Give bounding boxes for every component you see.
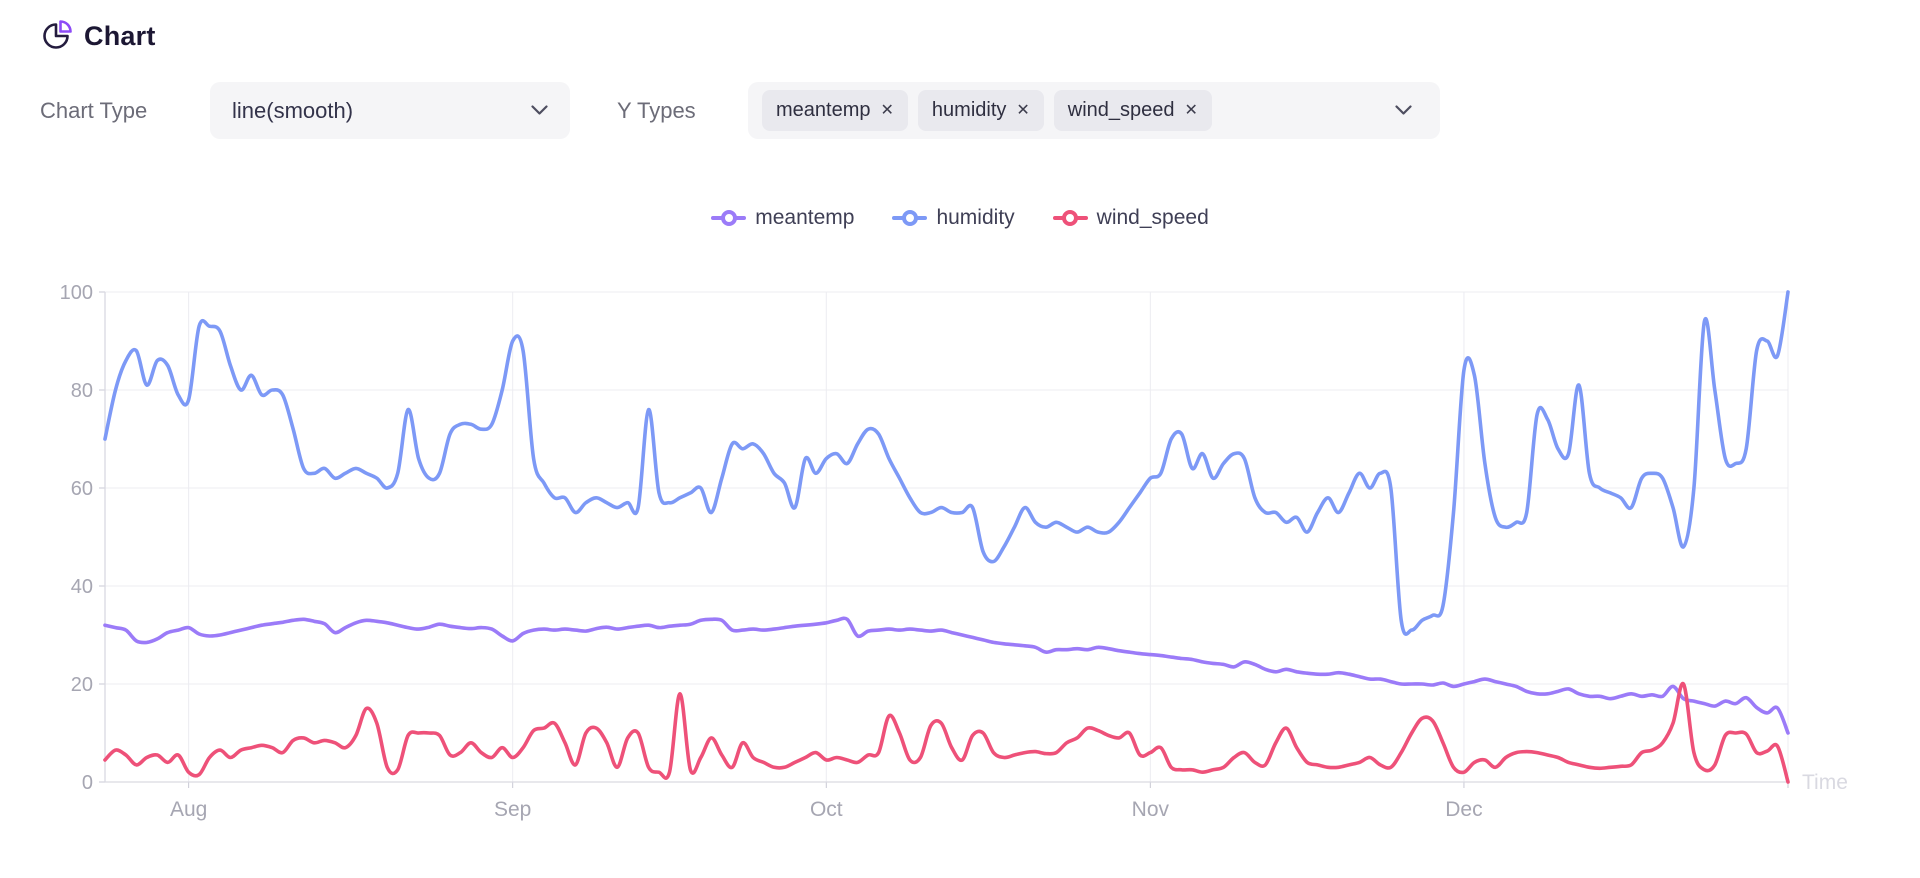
svg-text:Nov: Nov — [1132, 798, 1170, 821]
y-types-label: Y Types — [617, 98, 696, 123]
legend-label: humidity — [936, 206, 1015, 229]
chart-legend: meantemp humidity wind_speed — [0, 206, 1920, 230]
y-types-select[interactable]: meantemp ✕ humidity ✕ wind_speed ✕ — [748, 82, 1440, 139]
svg-text:Aug: Aug — [170, 798, 207, 821]
legend-item-wind_speed[interactable]: wind_speed — [1052, 206, 1209, 230]
y-type-tag-label: wind_speed — [1067, 99, 1175, 121]
chart-type-label: Chart Type — [40, 98, 148, 123]
svg-text:Dec: Dec — [1445, 798, 1482, 821]
svg-text:Sep: Sep — [494, 798, 531, 821]
legend-label: wind_speed — [1096, 206, 1209, 229]
svg-text:60: 60 — [71, 478, 93, 500]
svg-text:100: 100 — [60, 282, 93, 304]
y-type-tag-wind_speed[interactable]: wind_speed ✕ — [1053, 90, 1212, 131]
remove-tag-icon[interactable]: ✕ — [880, 101, 894, 119]
svg-text:0: 0 — [82, 772, 93, 794]
pie-chart-icon — [40, 20, 72, 52]
remove-tag-icon[interactable]: ✕ — [1016, 101, 1030, 119]
page-header: Chart — [40, 20, 156, 52]
svg-text:40: 40 — [71, 576, 93, 598]
legend-item-humidity[interactable]: humidity — [892, 206, 1015, 230]
series-line-meantemp — [103, 616, 1790, 735]
svg-text:Time: Time — [1802, 771, 1848, 794]
remove-tag-icon[interactable]: ✕ — [1184, 101, 1198, 119]
y-type-tag-label: humidity — [931, 99, 1007, 121]
legend-item-meantemp[interactable]: meantemp — [711, 206, 854, 230]
y-type-tags: meantemp ✕ humidity ✕ wind_speed ✕ — [762, 90, 1212, 131]
series-line-wind_speed — [103, 682, 1790, 784]
svg-text:Oct: Oct — [810, 798, 843, 821]
chart-type-select[interactable]: line(smooth) — [210, 82, 570, 139]
chart-type-selected-value: line(smooth) — [232, 97, 354, 123]
y-type-tag-meantemp[interactable]: meantemp ✕ — [762, 90, 908, 131]
chevron-down-icon — [531, 105, 548, 116]
y-type-tag-humidity[interactable]: humidity ✕ — [917, 90, 1044, 131]
page-title: Chart — [84, 20, 156, 51]
legend-label: meantemp — [755, 206, 855, 229]
svg-text:20: 20 — [71, 674, 93, 696]
legend-marker-icon — [711, 210, 747, 226]
y-type-tag-label: meantemp — [776, 99, 871, 121]
svg-text:80: 80 — [71, 380, 93, 402]
line-chart: 0 20 40 60 80 100 Aug Sep Oct Nov Dec Time — [60, 282, 1848, 821]
legend-marker-icon — [1052, 210, 1088, 226]
series-line-humidity — [103, 290, 1790, 636]
chevron-down-icon — [1395, 105, 1412, 116]
legend-marker-icon — [892, 210, 928, 226]
